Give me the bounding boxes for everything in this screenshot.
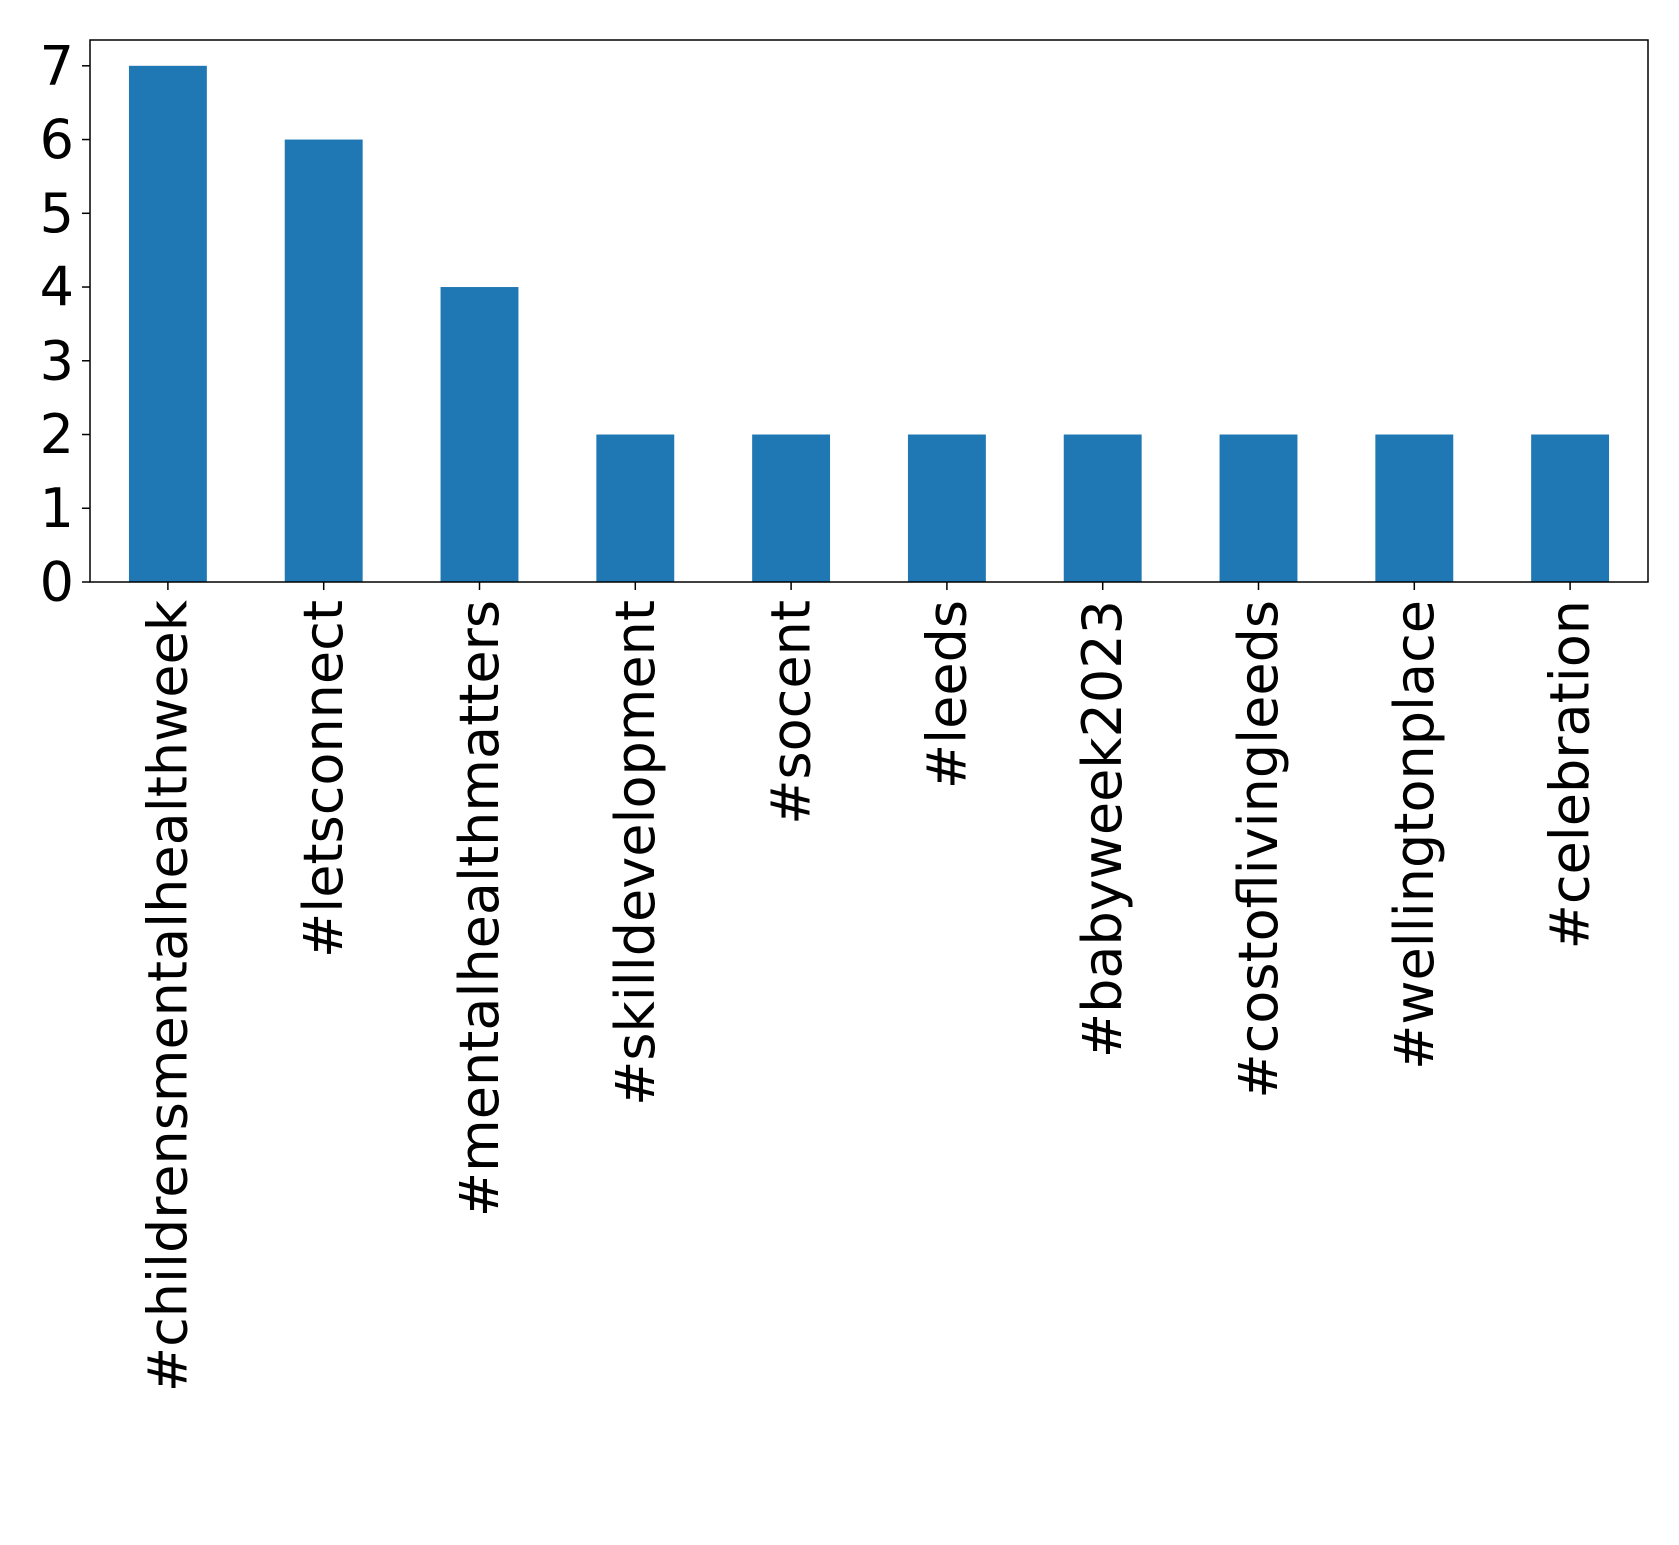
bar (1375, 434, 1454, 582)
bar (752, 434, 831, 582)
x-tick-label: #costoflivingleeds (1227, 600, 1290, 1099)
y-tick-label: 6 (40, 108, 74, 171)
y-tick-label: 0 (40, 551, 74, 614)
x-tick-label: #leeds (915, 600, 978, 789)
bar (1219, 434, 1298, 582)
plot-frame (89, 39, 1649, 583)
bar (284, 139, 363, 582)
y-tick-label: 2 (40, 403, 74, 466)
x-tick-label: #wellingtonplace (1383, 600, 1446, 1070)
x-tick-label: #celebration (1539, 600, 1602, 949)
y-tick-label: 5 (40, 182, 74, 245)
bars-group (128, 65, 1610, 583)
x-tick-label: #socent (760, 600, 823, 825)
bar (907, 434, 986, 582)
bar (1063, 434, 1142, 582)
y-tick-label: 3 (40, 329, 74, 392)
y-tick-label: 1 (40, 477, 74, 540)
bar (1531, 434, 1610, 582)
x-tick-label: #skilldevelopment (604, 600, 667, 1106)
x-tick-label: #mentalhealthmatters (448, 600, 511, 1217)
x-tick-label: #babyweek2023 (1071, 600, 1134, 1058)
y-tick-label: 4 (40, 256, 74, 319)
y-tick-label: 7 (40, 34, 74, 97)
y-axis: 0 1 2 3 4 5 6 7 (40, 34, 90, 614)
bar (440, 287, 519, 582)
bar (596, 434, 675, 582)
x-tick-label: #letsconnect (292, 600, 355, 958)
x-axis: #childrensmentalhealthweek #letsconnect #m… (136, 582, 1602, 1392)
x-tick-label: #childrensmentalhealthweek (136, 599, 199, 1392)
bar (128, 65, 207, 583)
